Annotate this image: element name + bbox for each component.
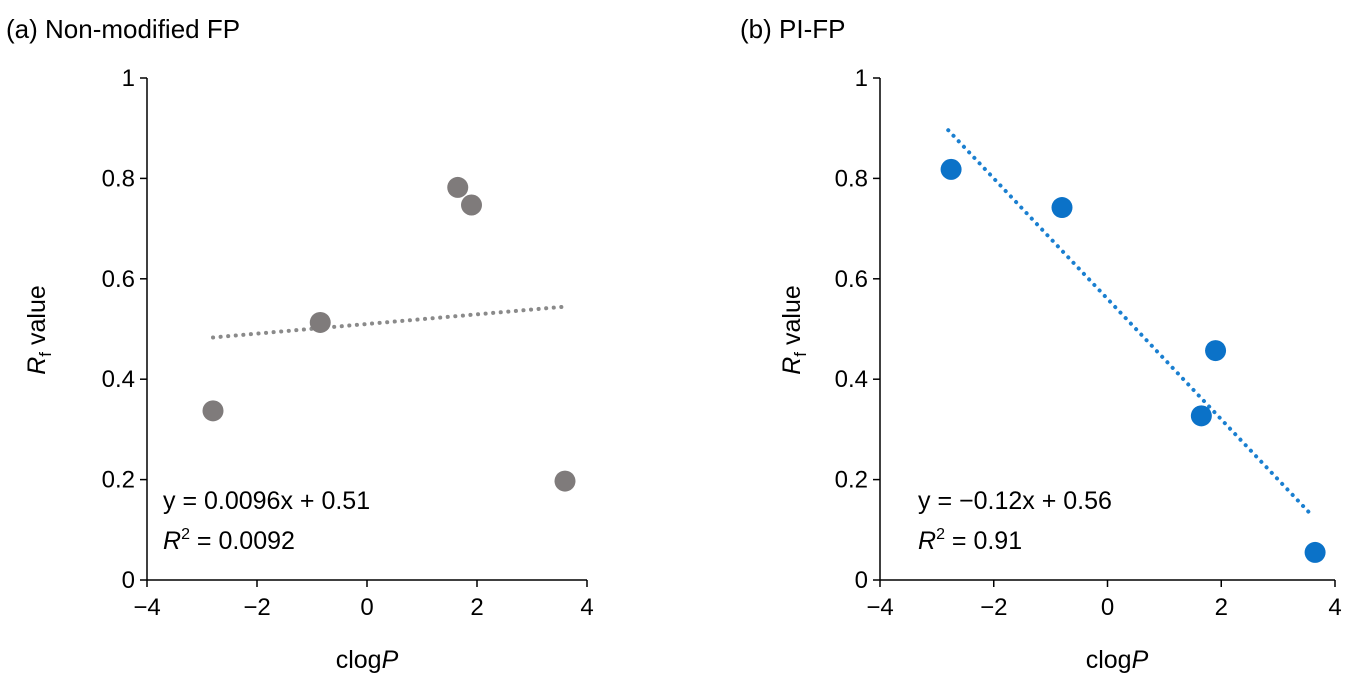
- panel-b-ylabel-rest: value: [778, 285, 806, 352]
- panel-b-y-tick-label: 0: [855, 567, 868, 594]
- panel-b-x-tick-label: 0: [1101, 594, 1114, 621]
- panel-a-x-tick-label: −2: [243, 594, 270, 621]
- panel-b-ylabel-sub: f: [791, 352, 810, 357]
- panel-b-xlabel: clogP: [1086, 646, 1149, 674]
- panel-a-x-tick-label: 4: [580, 594, 593, 621]
- panel-b-y-tick-label: 0.2: [835, 467, 868, 494]
- panel-b-r2-symbol: R: [918, 527, 936, 555]
- panel-a-trendline-group: [211, 304, 567, 340]
- panel-b-data-point: [1304, 541, 1326, 563]
- panel-a-y-tick-label: 0: [122, 567, 135, 594]
- panel-a-points: [202, 176, 576, 492]
- panel-b-title: (b) PI-FP: [740, 14, 845, 44]
- panel-b-trendline-group: [946, 128, 1315, 518]
- panel-a-xlabel: clogP: [336, 646, 399, 674]
- panel-b-xlabel-italic: P: [1132, 646, 1149, 674]
- panel-a-ylabel-italic: R: [23, 357, 51, 375]
- panel-a-y-tick-label: 0.6: [102, 266, 135, 293]
- panel-a-axes: 0 0.2 0.4 0.6 0.8 1 −4 −2 0 2 4: [102, 65, 594, 621]
- panel-a-data-point: [461, 194, 482, 216]
- panel-b-r2: R2 = 0.91: [918, 526, 1022, 555]
- panel-a-ylabel-sub: f: [36, 352, 55, 357]
- panel-a-ylabel: Rf value: [23, 285, 55, 375]
- panel-b-y-tick-label: 1: [855, 65, 868, 92]
- panel-b-x-tick-label: 4: [1328, 594, 1341, 621]
- panel-b-points: [940, 158, 1326, 563]
- panel-a-y-tick-label: 0.2: [102, 467, 135, 494]
- panel-a-data-point: [554, 470, 576, 492]
- panel-a-xlabel-italic: P: [382, 646, 399, 674]
- panel-b-data-point: [1205, 340, 1227, 362]
- panel-b-equation: y = −0.12x + 0.56: [918, 487, 1112, 515]
- panel-a-x-tick-label: 0: [360, 594, 373, 621]
- panel-b-trendline: [946, 128, 1315, 518]
- panel-a-r2-sup: 2: [181, 526, 190, 543]
- panel-b-ylabel-italic: R: [778, 357, 806, 375]
- panel-b-x-tick-label: −4: [866, 594, 893, 621]
- panel-b-r2-sup: 2: [936, 526, 945, 543]
- panel-a-y-tick-label: 1: [122, 65, 135, 92]
- panel-a-xlabel-base: clog: [336, 646, 382, 674]
- panel-a-x-tick-label: −4: [133, 594, 160, 621]
- panel-b-axes: 0 0.2 0.4 0.6 0.8 1 −4 −2 0 2 4: [835, 65, 1342, 621]
- panel-b-ylabel: Rf value: [778, 285, 810, 375]
- panel-b-xlabel-base: clog: [1086, 646, 1132, 674]
- panel-a: (a) Non-modified FP 0 0.2 0.4 0.6 0.8 1 −4 −2 0 2…: [6, 14, 594, 674]
- panel-a-r2: R2 = 0.0092: [163, 526, 295, 555]
- panel-b-y-tick-label: 0.8: [835, 165, 868, 192]
- panel-a-data-point: [447, 176, 469, 198]
- panel-b-data-point: [940, 158, 962, 180]
- panel-a-y-tick-label: 0.8: [102, 165, 135, 192]
- panel-a-data-point: [309, 311, 331, 333]
- panel-b-y-tick-label: 0.4: [835, 366, 868, 393]
- panel-a-data-point: [202, 400, 224, 422]
- panel-a-r2-value: = 0.0092: [190, 527, 295, 555]
- panel-a-equation: y = 0.0096x + 0.51: [163, 487, 370, 515]
- panel-b-y-tick-label: 0.6: [835, 266, 868, 293]
- panel-b-r2-value: = 0.91: [945, 527, 1022, 555]
- panel-a-y-tick-label: 0.4: [102, 366, 135, 393]
- panel-a-trendline: [211, 304, 567, 340]
- panel-b: (b) PI-FP 0 0.2 0.4 0.6 0.8 1 −4 −2 0 2 4 y = −0.1…: [740, 14, 1342, 674]
- panel-a-ylabel-rest: value: [23, 285, 51, 352]
- panel-b-x-tick-label: −2: [980, 594, 1007, 621]
- panel-b-data-point: [1190, 405, 1212, 427]
- panel-a-title: (a) Non-modified FP: [6, 14, 240, 44]
- panel-b-x-tick-label: 2: [1215, 594, 1228, 621]
- panel-a-x-tick-label: 2: [470, 594, 483, 621]
- panel-a-r2-symbol: R: [163, 527, 181, 555]
- panel-b-data-point: [1051, 197, 1073, 219]
